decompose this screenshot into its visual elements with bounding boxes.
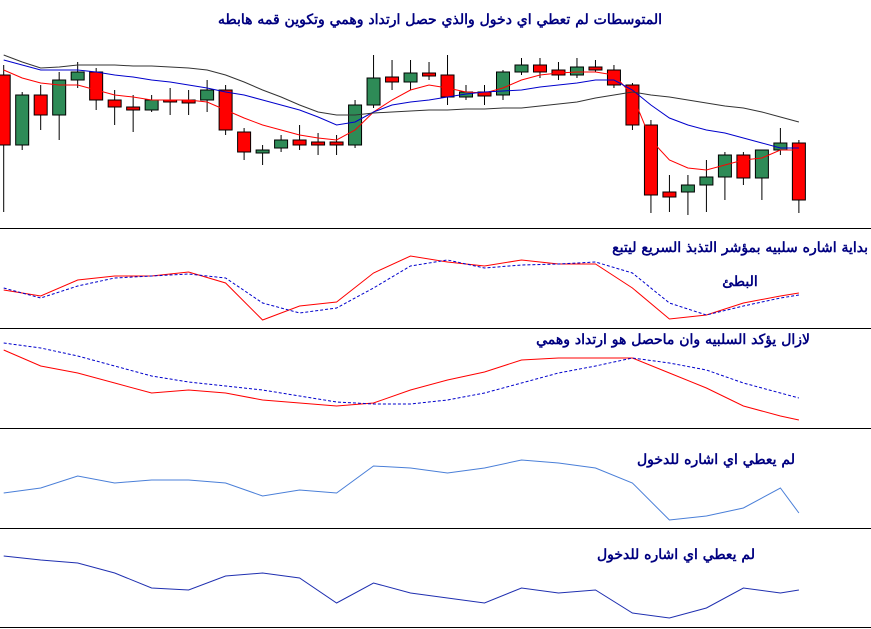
candle-body xyxy=(662,191,677,198)
annotation: البطئ xyxy=(722,274,758,290)
candle-body xyxy=(274,139,289,149)
indicator-line xyxy=(3,69,799,171)
candle-body xyxy=(643,124,658,196)
candle-body xyxy=(107,99,122,108)
candle-body xyxy=(699,176,714,186)
candle-body xyxy=(440,74,455,98)
candle-body xyxy=(366,77,381,106)
candle-body xyxy=(144,99,159,111)
candle-body xyxy=(292,139,307,146)
candle-body xyxy=(126,106,141,111)
chart-title: المتوسطات لم تعطي اي دخول والذي حصل ارتد… xyxy=(218,12,662,28)
candle-body xyxy=(569,66,584,76)
candle-body xyxy=(736,154,751,179)
candle-body xyxy=(754,149,769,179)
candle-body xyxy=(680,184,695,193)
candle-body xyxy=(200,89,215,101)
indicator-line xyxy=(3,459,800,521)
indicator-line xyxy=(3,54,800,123)
candle-body xyxy=(0,74,11,146)
candle-body xyxy=(422,72,437,77)
candle-body xyxy=(791,142,806,201)
annotation: لم يعطي اي اشاره للدخول xyxy=(597,547,755,563)
candle-body xyxy=(311,141,326,146)
candle-body xyxy=(70,71,85,81)
indicator-line xyxy=(3,259,799,316)
candle-body xyxy=(514,64,529,73)
annotation: بداية اشاره سلبيه بمؤشر التذبذ السريع لي… xyxy=(612,240,868,256)
candle-body xyxy=(255,149,270,154)
candle-body xyxy=(625,84,640,126)
candle-body xyxy=(588,66,603,71)
candle-body xyxy=(403,72,418,83)
candle-body xyxy=(532,64,547,73)
candle-body xyxy=(33,94,48,116)
indicator-line xyxy=(3,349,800,421)
annotation: لم يعطي اي اشاره للدخول xyxy=(637,452,795,468)
candle-body xyxy=(15,94,30,146)
candle-body xyxy=(329,141,344,146)
candle-body xyxy=(385,76,400,83)
indicator-line xyxy=(3,555,799,619)
candle-body xyxy=(52,79,67,116)
indicator-line xyxy=(3,255,799,321)
candle-body xyxy=(89,71,104,101)
indicator-line xyxy=(3,342,800,405)
indicator-line xyxy=(3,59,799,149)
candle-body xyxy=(237,131,252,153)
candle-body xyxy=(717,154,732,178)
annotation: لازال يؤكد السلبيه وان ماحصل هو ارتداد و… xyxy=(536,332,810,348)
